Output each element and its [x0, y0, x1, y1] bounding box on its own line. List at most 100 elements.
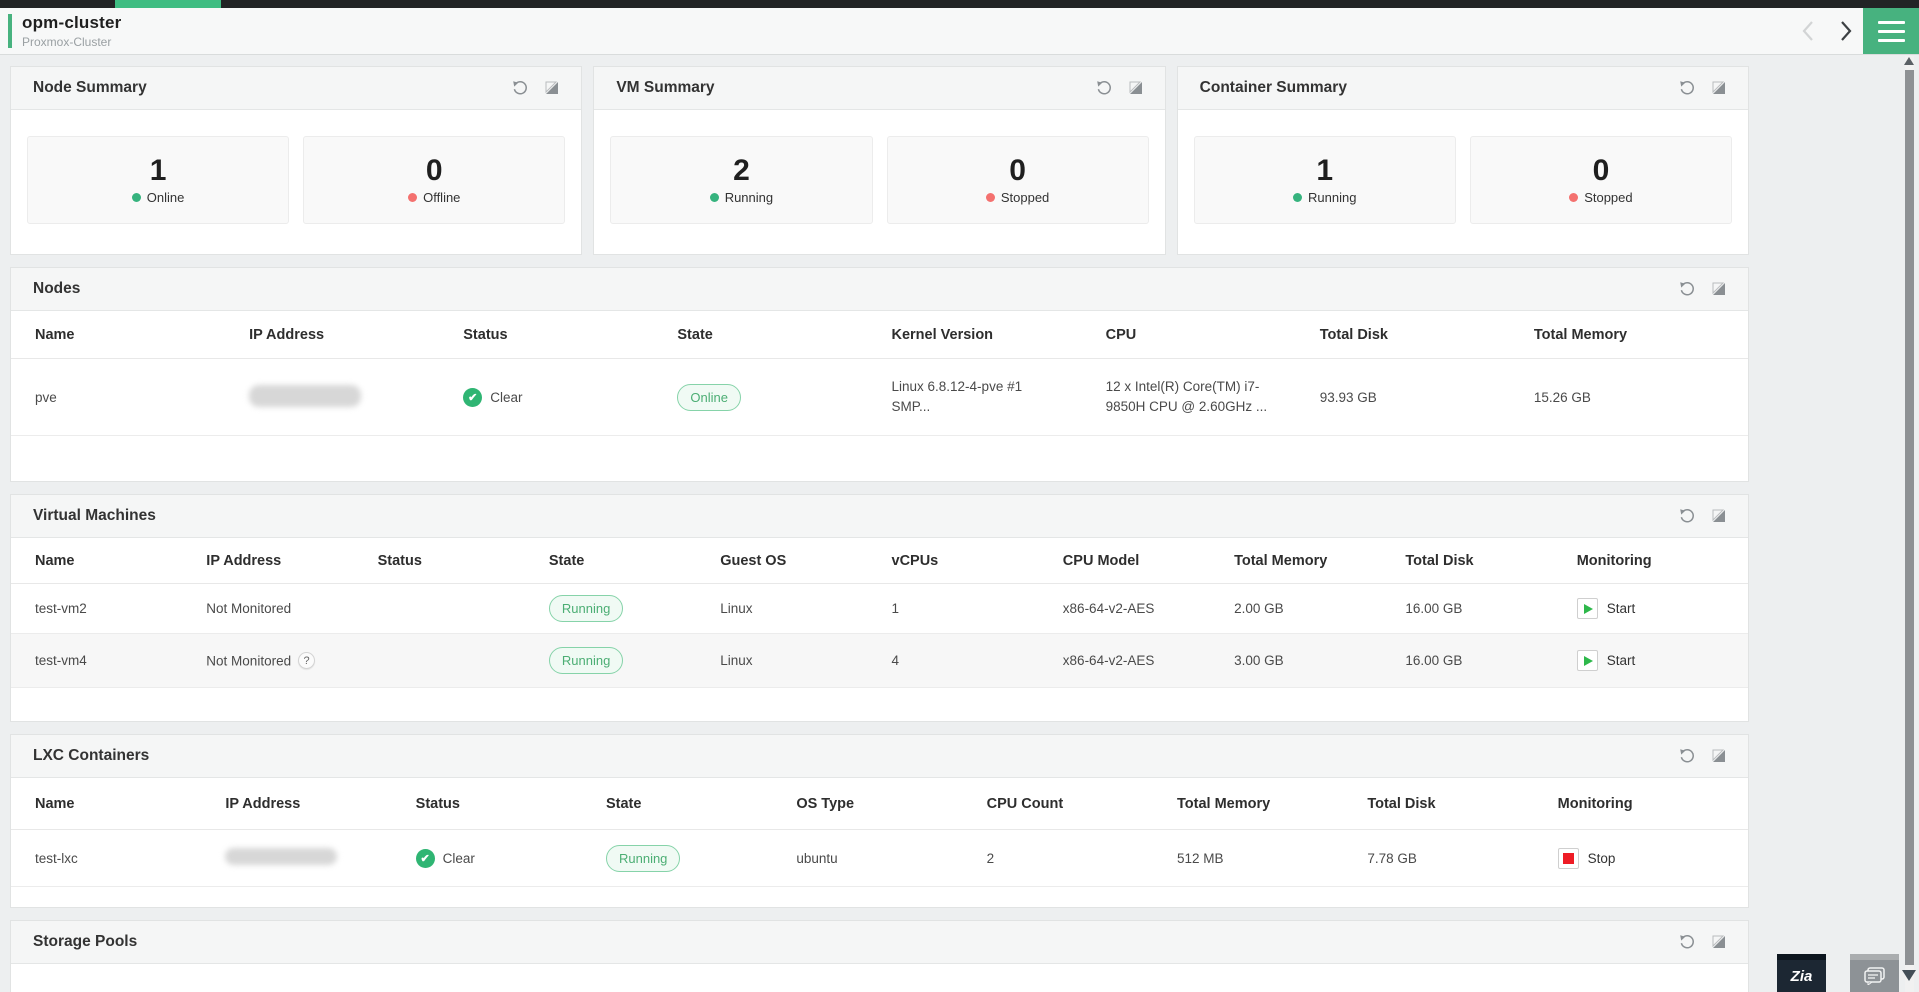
table-row: test-vm4 Not Monitored? Running Linux 4 …: [11, 634, 1748, 688]
chevron-right-icon[interactable]: [1827, 8, 1863, 54]
scrollbar-up-arrow[interactable]: [1904, 57, 1914, 65]
card-title: VM Summary: [616, 79, 715, 96]
refresh-icon[interactable]: [1095, 79, 1113, 97]
expand-icon[interactable]: [1710, 747, 1728, 765]
play-icon: [1583, 655, 1593, 666]
section-title: Nodes: [33, 280, 81, 297]
section-title: Storage Pools: [33, 933, 138, 950]
status-dot-red: [1569, 192, 1579, 202]
refresh-icon[interactable]: [1678, 507, 1696, 525]
total-disk: 93.93 GB: [1319, 389, 1377, 405]
state-badge: Running: [605, 844, 681, 872]
dashboard-content: Node Summary 1 Online 0 Offline VM Su: [10, 55, 1749, 992]
status-dot-red: [408, 192, 418, 202]
stat-value: 1: [149, 153, 167, 187]
stat-label: Stopped: [1000, 189, 1050, 205]
column-header: State: [677, 326, 713, 343]
refresh-icon[interactable]: [1678, 747, 1696, 765]
container-summary-card: Container Summary 1 Running 0 Stopped: [1176, 66, 1749, 255]
cpu-info: 12 x Intel(R) Core(TM) i7-9850H CPU @ 2.…: [1105, 378, 1268, 414]
column-header: State: [548, 552, 585, 569]
stat-value: 0: [1592, 153, 1610, 187]
refresh-icon[interactable]: [1678, 79, 1696, 97]
page-title: opm-cluster: [22, 13, 122, 32]
vcpus: 1: [891, 601, 900, 616]
state-badge: Online: [677, 383, 741, 411]
title-block: opm-cluster Proxmox-Cluster: [22, 13, 122, 49]
vm-name: test-vm2: [35, 601, 87, 616]
hamburger-icon: [1877, 20, 1905, 24]
table-row: test-vm2 Not Monitored Running Linux 1 x…: [11, 584, 1748, 634]
column-header: Total Memory: [1234, 552, 1328, 569]
guest-os: Linux: [720, 601, 753, 616]
refresh-icon[interactable]: [511, 79, 529, 97]
total-disk: 7.78 GB: [1367, 850, 1417, 866]
column-header: IP Address: [225, 795, 301, 812]
title-accent-bar: [8, 14, 12, 48]
stat-label: Offline: [423, 189, 461, 205]
scrollbar-down-arrow[interactable]: [1902, 970, 1916, 981]
status-text: Clear: [490, 389, 523, 405]
refresh-icon[interactable]: [1678, 933, 1696, 951]
status-dot-green: [1293, 192, 1303, 202]
feedback-chat-button[interactable]: [1850, 954, 1899, 992]
refresh-icon[interactable]: [1678, 280, 1696, 298]
stat-box-stopped: 0 Stopped: [886, 136, 1149, 224]
stat-value: 0: [1009, 153, 1026, 187]
total-memory: 3.00 GB: [1234, 653, 1284, 668]
column-header: Total Memory: [1533, 326, 1628, 343]
section-title: LXC Containers: [33, 747, 150, 764]
column-header: vCPUs: [891, 552, 939, 569]
start-button[interactable]: Start: [1576, 598, 1748, 619]
table-row: test-lxc ✔ Clear Running ubuntu 2 512 MB …: [11, 830, 1748, 887]
vm-name: test-vm4: [35, 653, 87, 668]
scrollbar-thumb[interactable]: [1905, 70, 1914, 965]
help-icon[interactable]: ?: [298, 652, 316, 669]
hamburger-menu-button[interactable]: [1863, 8, 1919, 54]
column-header: Total Disk: [1367, 795, 1436, 812]
card-title: Node Summary: [33, 79, 147, 96]
column-header: State: [605, 795, 642, 812]
expand-icon[interactable]: [543, 79, 561, 97]
node-summary-card: Node Summary 1 Online 0 Offline: [10, 66, 583, 255]
check-icon: ✔: [415, 848, 435, 868]
redacted-ip: [249, 384, 362, 407]
browser-tab-strip: [0, 0, 1919, 8]
status-dot-red: [985, 192, 995, 202]
expand-icon[interactable]: [1710, 933, 1728, 951]
stat-box-running: 2 Running: [610, 136, 873, 224]
check-icon: ✔: [463, 387, 483, 407]
vm-ip: Not Monitored: [206, 653, 292, 669]
node-name: pve: [35, 389, 57, 405]
cpu-model: x86-64-v2-AES: [1062, 601, 1155, 616]
page-header: opm-cluster Proxmox-Cluster: [0, 8, 1919, 55]
column-header: Total Memory: [1176, 795, 1271, 812]
state-badge: Running: [548, 647, 624, 674]
vcpus: 4: [891, 653, 900, 668]
cpu-model: x86-64-v2-AES: [1062, 653, 1155, 668]
column-header: CPU Count: [986, 795, 1064, 812]
stop-button[interactable]: Stop: [1557, 847, 1748, 869]
stat-value: 2: [733, 153, 750, 187]
stat-label: Stopped: [1584, 189, 1633, 205]
expand-icon[interactable]: [1127, 79, 1145, 97]
cpu-count: 2: [986, 850, 995, 866]
nodes-table-header: Name IP Address Status State Kernel Vers…: [11, 311, 1748, 359]
stat-label: Running: [724, 189, 774, 205]
expand-icon[interactable]: [1710, 507, 1728, 525]
table-row: pve ✔ Clear Online Linux 6.8.12-4-pve #1 …: [11, 359, 1748, 436]
stat-label: Running: [1308, 189, 1357, 205]
stat-value: 1: [1316, 153, 1334, 187]
column-header: Name: [35, 795, 75, 812]
column-header: Status: [463, 326, 508, 343]
expand-icon[interactable]: [1710, 280, 1728, 298]
redacted-ip: [225, 848, 338, 865]
chevron-left-icon[interactable]: [1791, 8, 1827, 54]
start-button[interactable]: Start: [1576, 650, 1748, 671]
chat-icon: [1863, 967, 1885, 985]
zia-assistant-button[interactable]: Zia: [1777, 954, 1826, 992]
vm-summary-card: VM Summary 2 Running 0 Stopped: [593, 66, 1166, 255]
card-title: Container Summary: [1199, 79, 1347, 96]
stat-box-running: 1 Running: [1193, 136, 1456, 224]
expand-icon[interactable]: [1710, 79, 1728, 97]
